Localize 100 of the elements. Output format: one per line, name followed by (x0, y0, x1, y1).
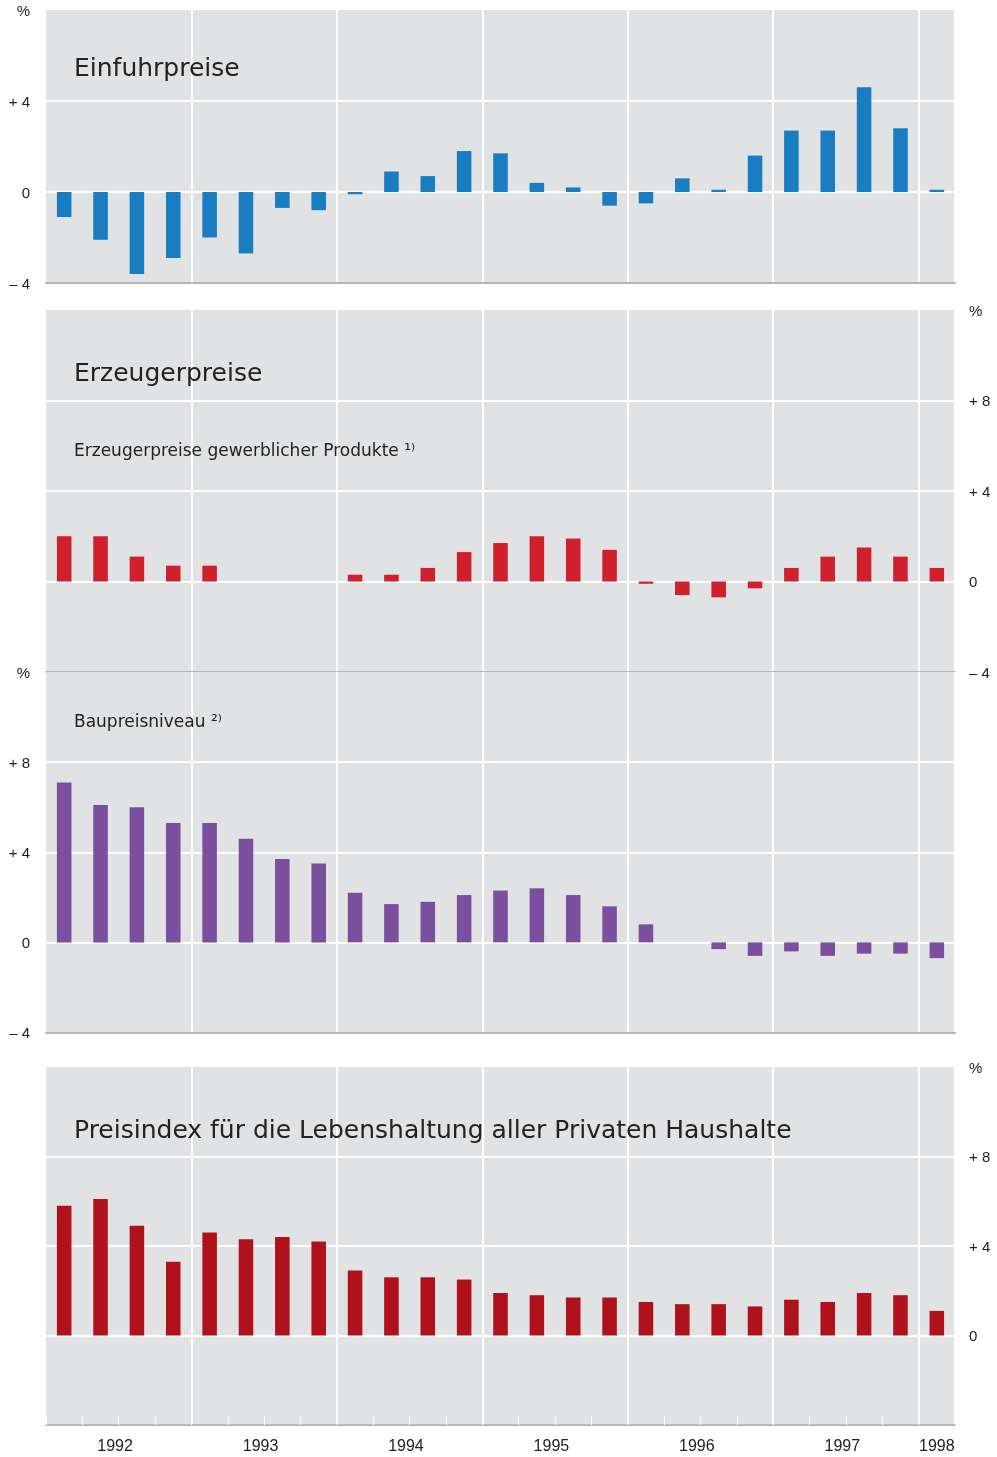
bar (747, 942, 763, 956)
bar (238, 838, 254, 943)
y2-tick-label: + 4 (969, 1237, 991, 1255)
x-tick-label: 1997 (824, 1436, 861, 1454)
bar (56, 192, 72, 218)
bar (893, 1295, 908, 1336)
bar (93, 192, 108, 240)
bar (56, 1205, 72, 1336)
bar (820, 130, 836, 192)
bar (311, 863, 326, 943)
y2-tick-label: + 4 (969, 482, 991, 500)
y2-tick-label: 0 (969, 1327, 978, 1344)
y-tick-label: + 4 (8, 92, 30, 110)
bar (784, 1299, 799, 1336)
bar (165, 1261, 181, 1336)
bar (275, 1237, 290, 1336)
bar (784, 942, 799, 952)
y-tick-label: 0 (21, 933, 30, 951)
bar (56, 536, 72, 582)
bar (784, 130, 799, 192)
bar (456, 895, 472, 943)
bar (165, 192, 181, 258)
bar (93, 1199, 108, 1336)
text: Einfuhrpreise (74, 53, 240, 82)
y-tick-label: – 4 (9, 274, 30, 292)
bar (602, 906, 617, 943)
bar (820, 1301, 836, 1336)
x-tick-label: 1998 (919, 1436, 955, 1454)
bar (238, 1239, 254, 1336)
bar (602, 1297, 617, 1336)
text: Erzeugerpreise gewerblicher Produkte ¹⁾ (74, 439, 416, 460)
bar (129, 807, 145, 943)
bar (529, 888, 545, 943)
bar (347, 892, 363, 943)
bar (565, 187, 581, 192)
y2-tick-label: % (969, 1058, 983, 1076)
x-tick-label: 1996 (679, 1436, 715, 1454)
bar (202, 565, 217, 582)
bar (384, 574, 399, 582)
y-tick-label: % (16, 663, 30, 681)
y2-tick-label: + 8 (969, 392, 991, 409)
y2-tick-label: % (969, 301, 983, 319)
x-tick-label: 1992 (97, 1436, 133, 1454)
bar (602, 549, 617, 582)
bar (420, 567, 436, 582)
bar (202, 1232, 217, 1336)
x-tick-label: 1993 (242, 1436, 279, 1454)
bar (638, 924, 654, 943)
text: Baupreisniveau ²⁾ (74, 710, 222, 731)
bar (602, 192, 617, 206)
bar (275, 192, 290, 208)
bar (493, 543, 508, 582)
bar (311, 1241, 326, 1336)
bar (565, 1297, 581, 1336)
bar (711, 189, 726, 192)
bar (493, 1292, 508, 1336)
bar (202, 822, 217, 943)
bar (929, 942, 945, 959)
bar (129, 192, 145, 274)
bar (675, 1304, 690, 1336)
bar (856, 942, 872, 954)
bar (202, 192, 217, 238)
text: Preisindex für die Lebenshaltung aller Privaten Haushalte (74, 1115, 792, 1144)
bar (820, 942, 836, 956)
bar (93, 804, 108, 943)
bar (420, 176, 436, 192)
bar (856, 1292, 872, 1336)
y2-tick-label: 0 (969, 573, 978, 590)
bar (675, 178, 690, 192)
y-tick-label: + 8 (8, 753, 30, 771)
x-tick-label: 1994 (388, 1436, 424, 1454)
bar (893, 556, 908, 582)
y2-tick-label: + 8 (969, 1148, 991, 1165)
text: Erzeugerpreise (74, 358, 263, 387)
bar (893, 128, 908, 192)
bar (493, 890, 508, 943)
bar (856, 547, 872, 582)
bar (929, 1310, 945, 1336)
y2-tick-label: – 4 (969, 663, 990, 681)
bar (129, 556, 145, 582)
bar (420, 1277, 436, 1336)
bar (565, 538, 581, 582)
bar (675, 581, 690, 596)
bar (529, 536, 545, 582)
bar (529, 1295, 545, 1336)
bar (711, 581, 726, 598)
bar (165, 822, 181, 943)
bar (493, 153, 508, 192)
bar (165, 565, 181, 582)
x-tick-label: 1995 (533, 1436, 570, 1454)
bar (456, 552, 472, 582)
bar (638, 1301, 654, 1336)
bar (747, 155, 763, 192)
bar (420, 901, 436, 943)
bar (384, 171, 399, 192)
bar (929, 567, 945, 582)
bar (56, 782, 72, 943)
bar (565, 895, 581, 943)
bar (456, 151, 472, 192)
bar (456, 1279, 472, 1336)
